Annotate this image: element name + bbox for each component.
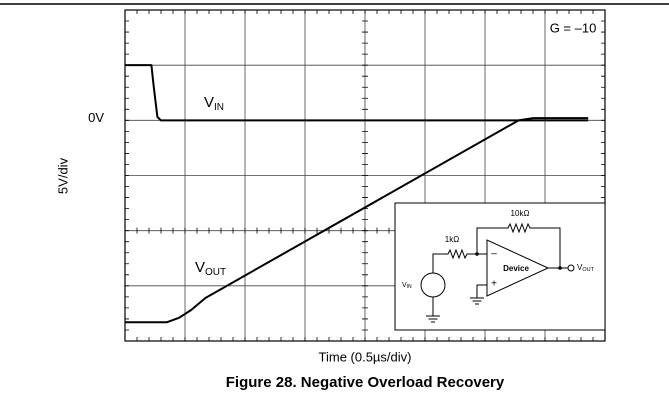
trace [125, 117, 589, 324]
ground [470, 297, 484, 305]
ground [426, 315, 440, 323]
input-label-sub: IN [407, 284, 412, 290]
trace-label: VOUT [195, 259, 226, 278]
input-resistor-label: 1kΩ [445, 235, 459, 244]
feedback-resistor-label: 10kΩ [511, 209, 530, 218]
trace-label-sub: OUT [205, 267, 226, 278]
trace-label-main: V [195, 259, 205, 276]
caption: Figure 28. Negative Overload Recovery [226, 374, 505, 391]
y-axis-label: 5V/div [55, 157, 70, 194]
output-terminal [567, 264, 575, 272]
x-axis-label: Time (0.5µs/div) [319, 349, 412, 364]
y-tick-label: 0V [88, 110, 104, 125]
input-label-main: V [402, 282, 407, 289]
op-amp [486, 239, 550, 297]
inverting-label: – [491, 249, 497, 260]
output-label-sub: OUT [582, 267, 594, 273]
trace-label-main: V [204, 94, 214, 111]
input-label: VIN [402, 282, 412, 290]
node [475, 252, 479, 256]
noninverting-label: + [491, 279, 497, 290]
input-wire [432, 248, 487, 273]
trace-label-sub: IN [214, 102, 224, 113]
node [558, 266, 562, 270]
output-label-main: V [577, 263, 583, 272]
feedback-wire [476, 222, 561, 268]
traces [125, 64, 589, 324]
inset-schematic: Device – + 1kΩ 10kΩ VOUT VIN [394, 202, 606, 331]
trace [125, 64, 589, 122]
output-label: VOUT [577, 263, 595, 273]
ground-wire [476, 284, 487, 298]
device-label: Device [503, 264, 529, 273]
trace-label: VIN [204, 94, 224, 113]
gain-label: G = –10 [550, 20, 597, 35]
plot-frame [124, 9, 606, 342]
